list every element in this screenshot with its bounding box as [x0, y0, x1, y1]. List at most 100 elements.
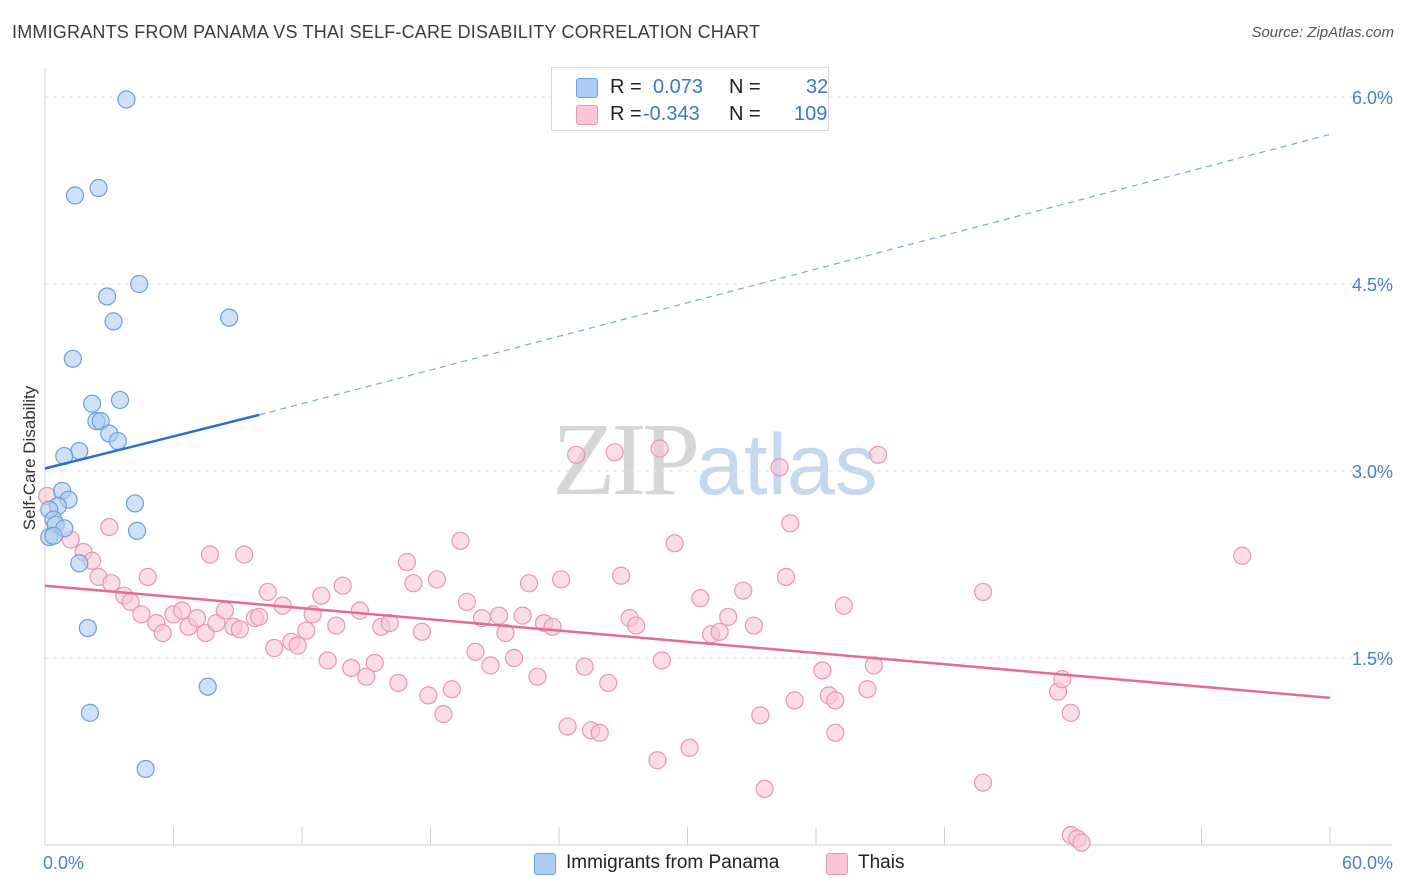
panama-point: [89, 178, 108, 198]
thais-point: [519, 574, 539, 593]
thais-point: [755, 779, 774, 799]
panama-point: [83, 394, 102, 413]
thais-point: [719, 607, 738, 626]
thais-point: [327, 616, 346, 635]
thais-point: [442, 680, 462, 699]
thais-point: [350, 601, 369, 620]
thais-point: [100, 517, 119, 537]
thais-point: [412, 622, 432, 641]
panama-point: [136, 759, 155, 779]
thais-point: [680, 738, 699, 757]
legend-n-value: 109: [794, 103, 828, 125]
thais-point: [102, 574, 121, 593]
panama-point: [110, 390, 130, 410]
thais-point: [691, 589, 710, 608]
panama-point: [220, 308, 239, 327]
thais-point: [215, 601, 234, 620]
thais-point: [858, 680, 877, 699]
thais-point: [312, 586, 331, 605]
thais-point: [357, 667, 376, 686]
thais-point: [599, 673, 618, 693]
y-axis-label: Self-Care Disability: [20, 385, 39, 530]
thais-point: [612, 566, 631, 585]
legend-r-value: -0.343: [643, 103, 700, 125]
y-tick-label: 1.5%: [1352, 649, 1393, 669]
thais-point: [543, 617, 562, 636]
thais-point: [734, 581, 753, 600]
thais-point: [528, 667, 547, 686]
legend-r-label: R =: [610, 103, 642, 125]
thais-point: [590, 723, 609, 742]
thais-point: [457, 592, 477, 612]
thais-point: [751, 706, 770, 725]
thais-point: [575, 657, 594, 676]
thais-point: [451, 531, 470, 550]
thais-point: [1233, 546, 1252, 565]
panama-point: [127, 521, 147, 540]
thais-point: [552, 570, 571, 589]
thais-point: [333, 576, 352, 595]
panama-point: [65, 186, 85, 205]
thais-point: [496, 623, 515, 643]
thais-point: [265, 638, 284, 658]
thais-point: [665, 534, 684, 553]
thais-point: [834, 596, 853, 615]
thais-point: [513, 606, 532, 625]
source-credit: Source: ZipAtlas.com: [1251, 24, 1394, 41]
panama-point: [70, 554, 89, 573]
panama-point: [44, 526, 63, 545]
thais-point: [648, 751, 667, 770]
thais-point: [489, 606, 509, 625]
thais-point: [389, 673, 408, 693]
panama-point: [108, 431, 127, 451]
bottom-legend-swatch-panama: [534, 853, 556, 875]
x-tick-label: 60.0%: [1342, 853, 1393, 873]
thais-point: [650, 439, 669, 458]
thais-point: [781, 514, 800, 533]
thais-point: [132, 605, 151, 624]
thais-trend-line: [44, 584, 1331, 700]
thais-point: [230, 620, 249, 639]
panama-trend-line: [44, 413, 260, 470]
thais-point: [434, 704, 453, 724]
thais-point: [813, 661, 832, 680]
panama-point: [78, 618, 97, 638]
thais-point: [235, 545, 254, 564]
legend-swatch-thais: [576, 105, 598, 125]
thais-point: [558, 717, 577, 736]
thais-point: [397, 552, 417, 572]
thais-point: [826, 691, 845, 710]
thais-point: [288, 636, 307, 655]
panama-point: [130, 274, 149, 294]
thais-point: [297, 621, 316, 640]
panama-point: [104, 312, 123, 331]
thais-point: [318, 651, 337, 670]
panama-point: [117, 90, 136, 109]
panama-point: [125, 494, 145, 513]
thais-point: [138, 567, 157, 587]
thais-point: [973, 582, 993, 602]
thais-point: [826, 723, 845, 742]
y-tick-label: 6.0%: [1352, 88, 1393, 108]
legend-n-label: N =: [729, 103, 761, 125]
thais-point: [250, 607, 269, 626]
thais-point: [869, 445, 888, 464]
thais-point: [187, 609, 207, 628]
thais-point: [504, 648, 524, 668]
x-tick-label: 0.0%: [43, 853, 84, 873]
thais-point: [973, 773, 993, 792]
thais-point: [200, 545, 220, 564]
thais-point: [207, 613, 226, 633]
legend-n-label: N =: [729, 76, 761, 98]
legend-swatch-panama: [576, 78, 598, 98]
legend-r-value: 0.073: [653, 76, 704, 98]
thais-point: [710, 622, 729, 641]
thais-point: [466, 642, 485, 661]
panama-point: [98, 287, 117, 306]
chart-title: IMMIGRANTS FROM PANAMA VS THAI SELF-CARE…: [12, 22, 761, 42]
thais-point: [365, 653, 384, 673]
y-tick-label: 3.0%: [1352, 462, 1393, 482]
thais-point: [626, 616, 646, 635]
thais-point: [744, 616, 763, 635]
